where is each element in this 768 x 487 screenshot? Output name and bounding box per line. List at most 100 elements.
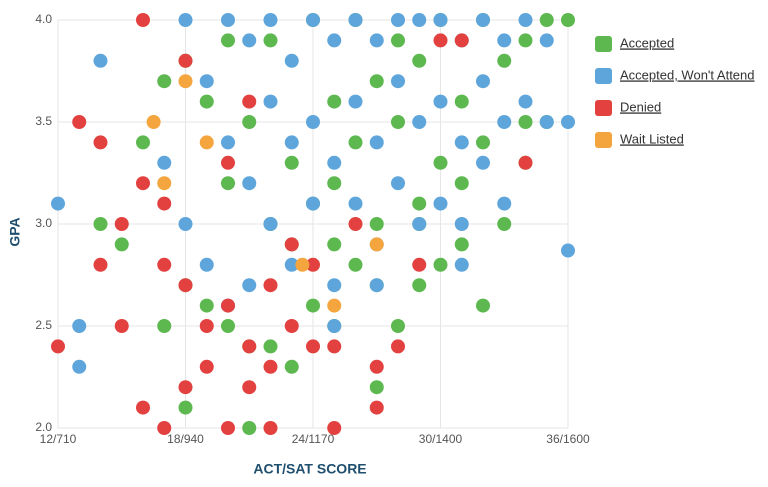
point: [369, 400, 384, 415]
legend-swatch[interactable]: [595, 36, 612, 52]
point: [136, 400, 150, 415]
point: [199, 94, 214, 109]
point: [476, 74, 490, 89]
point: [518, 115, 533, 129]
point: [178, 217, 193, 231]
point: [72, 319, 87, 333]
point: [157, 74, 172, 89]
point: [114, 217, 129, 231]
y-tick-label: 2.5: [35, 318, 52, 332]
x-axis-title: ACT/SAT SCORE: [253, 461, 366, 477]
legend-swatch[interactable]: [595, 68, 612, 84]
point: [242, 421, 257, 435]
point: [146, 115, 161, 129]
point: [433, 155, 448, 170]
point: [284, 135, 299, 150]
y-tick-label: 3.0: [35, 216, 52, 230]
point: [348, 257, 363, 272]
x-tick-label: 12/710: [40, 432, 77, 446]
x-tick-label: 30/1400: [419, 432, 463, 446]
point: [72, 115, 87, 129]
point: [157, 319, 172, 333]
y-tick-label: 3.5: [35, 114, 52, 128]
point: [476, 13, 490, 27]
point: [348, 135, 363, 150]
legend-label[interactable]: Accepted, Won't Attend: [620, 67, 755, 82]
point: [327, 421, 342, 435]
point: [454, 176, 469, 191]
point: [327, 298, 342, 313]
point: [561, 13, 575, 27]
point: [199, 257, 214, 272]
legend-label[interactable]: Denied: [620, 99, 661, 114]
point: [284, 319, 299, 333]
point: [284, 237, 299, 252]
point: [263, 217, 278, 231]
point: [539, 115, 554, 129]
point: [327, 155, 342, 170]
point: [221, 421, 235, 435]
point: [561, 243, 575, 258]
point: [454, 135, 469, 150]
point: [199, 74, 214, 89]
point: [327, 319, 342, 333]
point: [93, 257, 108, 272]
point: [72, 359, 87, 374]
point: [114, 237, 129, 252]
point: [157, 421, 172, 435]
point: [306, 13, 320, 27]
point: [242, 33, 257, 48]
point: [391, 339, 405, 354]
point: [178, 53, 193, 68]
point: [391, 74, 405, 89]
point: [497, 196, 512, 211]
point: [412, 278, 427, 293]
legend-label[interactable]: Accepted: [620, 35, 674, 50]
point: [306, 257, 320, 272]
point: [348, 196, 363, 211]
point: [412, 13, 427, 27]
point: [263, 94, 278, 109]
point: [93, 135, 108, 150]
point: [497, 217, 512, 231]
x-tick-label: 36/1600: [546, 432, 590, 446]
point: [391, 115, 405, 129]
point: [348, 13, 363, 27]
x-tick-label: 18/940: [167, 432, 204, 446]
point: [539, 13, 554, 27]
point: [369, 74, 384, 89]
point: [136, 135, 150, 150]
point: [242, 339, 257, 354]
point: [476, 298, 490, 313]
point: [412, 196, 427, 211]
point: [391, 176, 405, 191]
point: [327, 278, 342, 293]
point: [157, 196, 172, 211]
legend-swatch[interactable]: [595, 132, 612, 148]
point: [454, 33, 469, 48]
point: [221, 298, 235, 313]
legend-swatch[interactable]: [595, 100, 612, 116]
point: [199, 319, 214, 333]
point: [391, 33, 405, 48]
point: [348, 94, 363, 109]
point: [221, 13, 235, 27]
legend-label[interactable]: Wait Listed: [620, 131, 684, 146]
point: [327, 339, 342, 354]
point: [221, 155, 235, 170]
point: [295, 257, 310, 272]
point: [369, 237, 384, 252]
point: [433, 94, 448, 109]
point: [369, 380, 384, 395]
point: [114, 319, 129, 333]
point: [284, 53, 299, 68]
point: [284, 359, 299, 374]
point: [327, 237, 342, 252]
point: [561, 115, 575, 129]
point: [327, 33, 342, 48]
point: [454, 257, 469, 272]
point: [391, 13, 405, 27]
point: [306, 115, 320, 129]
point: [221, 176, 235, 191]
